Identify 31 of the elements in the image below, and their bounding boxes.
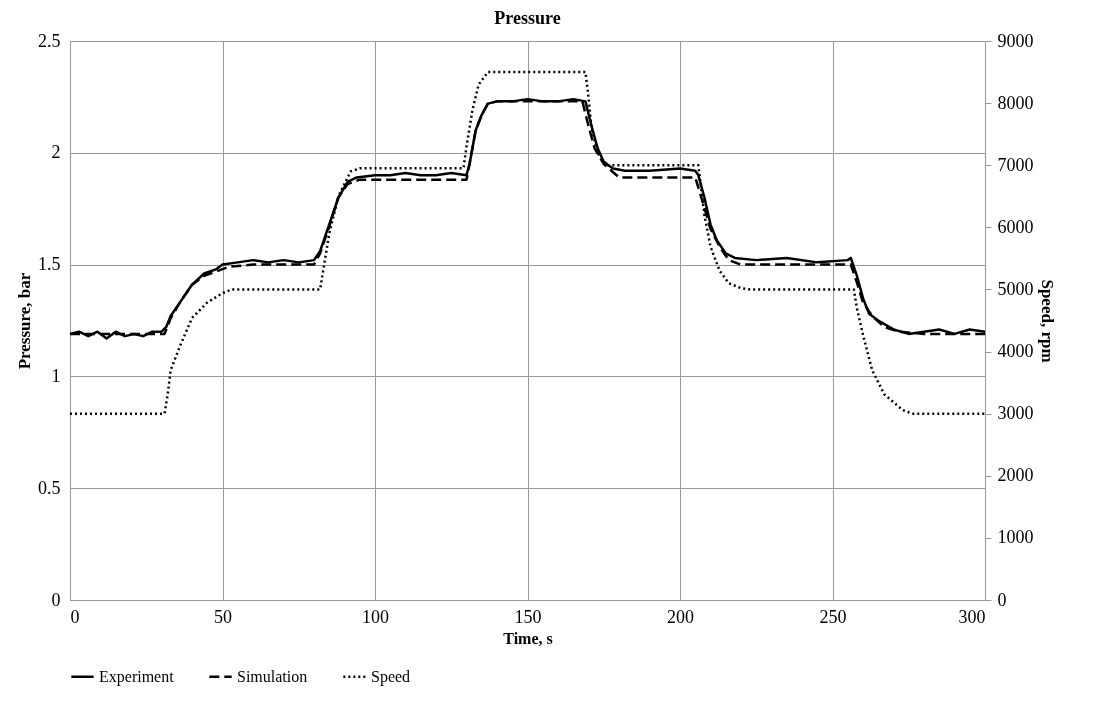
x-tick-label: 300 (958, 606, 986, 627)
x-tick-label: 250 (819, 606, 847, 627)
x-tick-label: 150 (514, 606, 542, 627)
y2-tick-label: 1000 (997, 527, 1034, 548)
legend-label: Simulation (237, 667, 308, 685)
y2-tick-label: 0 (997, 589, 1007, 610)
y2-axis-title: Speed, rpm (1037, 279, 1057, 363)
y2-tick-label: 9000 (997, 30, 1034, 51)
y-tick-label: 2.5 (38, 30, 61, 51)
y2-tick-label: 5000 (997, 278, 1034, 299)
y-tick-label: 1.5 (38, 254, 61, 275)
y2-tick-label: 4000 (997, 341, 1034, 362)
line-series (68, 70, 987, 415)
y-tick-label: 1 (51, 365, 61, 386)
y-tick-label: 2 (51, 142, 61, 163)
y-axis-title: Pressure, bar (15, 272, 34, 370)
chart-title: Pressure (494, 8, 561, 28)
y2-tick-label: 8000 (997, 92, 1034, 113)
legend-label: Speed (371, 667, 411, 686)
y2-tick-label: 7000 (997, 154, 1034, 175)
legend-label: Experiment (99, 667, 175, 686)
y2-tick-label: 2000 (997, 465, 1034, 486)
x-tick-label: 0 (70, 606, 80, 627)
x-tick-label: 200 (667, 606, 694, 627)
x-axis-title: Time, s (503, 629, 553, 647)
x-tick-label: 50 (214, 606, 232, 627)
x-tick-label: 100 (362, 606, 389, 627)
y2-tick-label: 3000 (997, 403, 1034, 424)
y-tick-label: 0.5 (38, 477, 61, 498)
y-tick-label: 0 (51, 589, 61, 610)
y2-tick-label: 6000 (997, 216, 1034, 237)
